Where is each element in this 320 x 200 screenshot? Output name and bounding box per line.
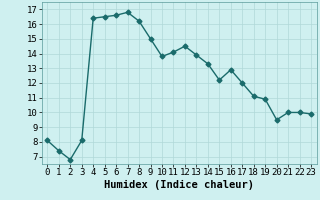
X-axis label: Humidex (Indice chaleur): Humidex (Indice chaleur) [104, 180, 254, 190]
